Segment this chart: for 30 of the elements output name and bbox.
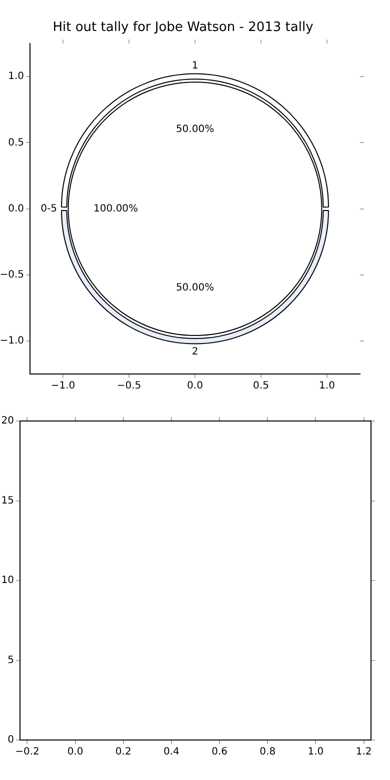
x-tick-label: 0.6 — [212, 746, 228, 758]
data-label: 50.00% — [176, 124, 214, 136]
y-tick-label: 10 — [1, 575, 14, 586]
x-tick-label: 1.0 — [308, 746, 324, 758]
x-tick-label: 0.2 — [115, 746, 132, 758]
x-tick-label: 0.0 — [187, 380, 203, 392]
slice-label: 1 — [192, 60, 198, 72]
x-tick-label: −0.5 — [116, 380, 142, 392]
x-tick-label: 1.2 — [356, 746, 372, 758]
data-label: 50.00% — [176, 282, 214, 294]
y-tick-label: 0.5 — [8, 137, 24, 148]
y-tick-label: 5 — [8, 654, 14, 666]
x-tick-label: 0.0 — [67, 746, 84, 758]
x-tick-label: 0.4 — [164, 746, 180, 758]
x-tick-label: 0.8 — [260, 746, 276, 758]
y-tick-label: −0.5 — [0, 269, 24, 280]
x-tick-label: −0.2 — [15, 746, 40, 758]
slice-label: 0-5 — [40, 203, 57, 214]
y-tick-label: 15 — [1, 495, 14, 506]
y-tick-label: 1.0 — [8, 71, 24, 82]
slice-label: 2 — [192, 346, 198, 358]
chart-title: Hit out tally for Jobe Watson - 2013 tally — [52, 20, 314, 36]
data-label: 100.00% — [94, 203, 138, 214]
y-tick-label: −1.0 — [0, 336, 24, 347]
y-tick-label: 0 — [8, 734, 14, 746]
x-tick-label: −1.0 — [50, 380, 76, 392]
x-tick-label: 0.5 — [253, 380, 269, 392]
x-tick-label: 1.0 — [319, 380, 335, 392]
y-tick-label: 20 — [1, 416, 14, 427]
y-tick-label: 0.0 — [8, 203, 24, 214]
